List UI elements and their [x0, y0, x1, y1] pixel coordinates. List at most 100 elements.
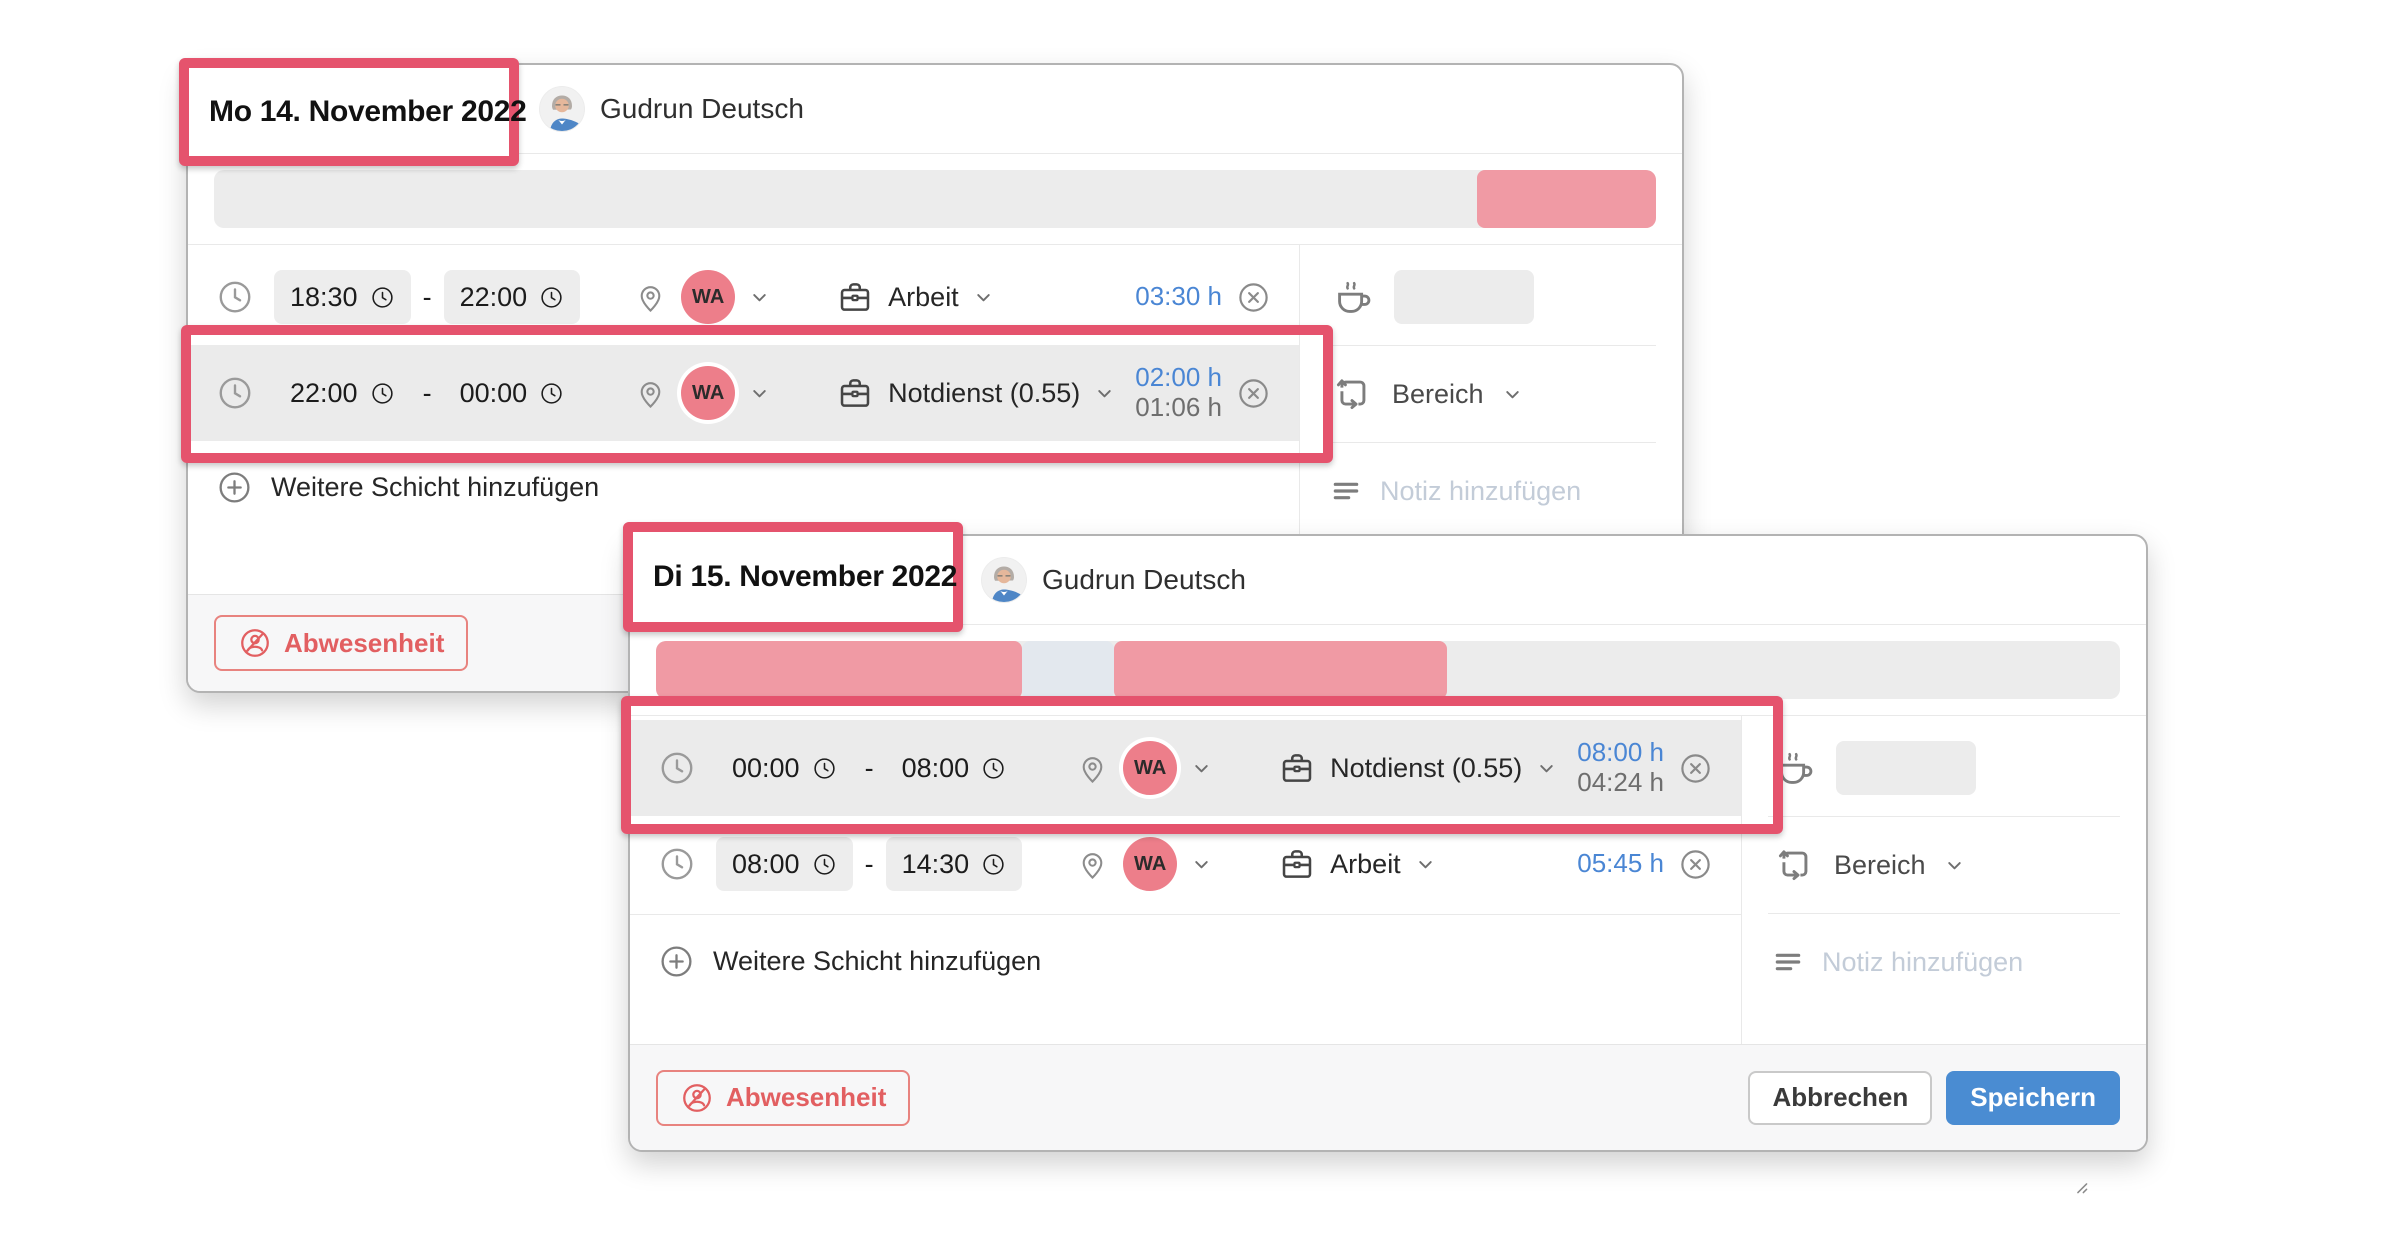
clock-icon — [813, 757, 835, 779]
employee-info: Gudrun Deutsch — [982, 558, 1246, 602]
shift-type-select[interactable]: Notdienst (0.55) — [836, 374, 1115, 412]
end-time-input[interactable]: 22:00 — [443, 270, 581, 324]
note-lines-icon — [1772, 946, 1804, 978]
clock-icon — [983, 853, 1004, 875]
add-shift-button[interactable]: Weitere Schicht hinzufügen — [630, 931, 1741, 991]
clock-icon — [216, 278, 254, 316]
shift-duration: 03:30 h — [1135, 281, 1222, 312]
chevron-down-icon — [1094, 383, 1115, 404]
dialog-header: Gudrun Deutsch — [630, 536, 2146, 625]
divider — [1768, 816, 2120, 817]
clock-icon — [658, 749, 696, 787]
add-shift-label: Weitere Schicht hinzufügen — [713, 945, 1042, 976]
absence-button[interactable]: Abwesenheit — [656, 1069, 911, 1126]
employee-name: Gudrun Deutsch — [600, 93, 804, 124]
note-input[interactable]: Notiz hinzufügen — [1300, 443, 1682, 539]
start-time-input[interactable]: 22:00 — [274, 366, 411, 420]
end-time-input[interactable]: 14:30 — [885, 837, 1023, 891]
location-pin-icon — [634, 377, 667, 410]
clock-icon — [216, 374, 254, 412]
note-placeholder: Notiz hinzufügen — [1822, 946, 2024, 977]
employee-info: Gudrun Deutsch — [540, 87, 804, 131]
remove-shift-button[interactable] — [1678, 847, 1713, 882]
shift-edit-dialog-tuesday: Gudrun Deutsch 00:00 - 08:00 WA — [621, 522, 2148, 1194]
area-select[interactable]: Bereich — [1742, 817, 2146, 913]
break-duration-input[interactable] — [1836, 741, 1976, 795]
briefcase-icon — [1278, 749, 1316, 787]
divider — [630, 715, 2146, 716]
shift-duration: 02:00 h 01:06 h — [1135, 362, 1222, 422]
end-time-value: 22:00 — [459, 281, 528, 312]
resize-handle-icon[interactable] — [2066, 1172, 2092, 1198]
add-shift-label: Weitere Schicht hinzufügen — [271, 471, 600, 502]
chevron-down-icon[interactable] — [1191, 854, 1212, 875]
briefcase-icon — [836, 278, 874, 316]
area-select[interactable]: Bereich — [1300, 346, 1682, 442]
area-label: Bereich — [1392, 378, 1484, 409]
shift-duration: 05:45 h — [1577, 848, 1664, 879]
note-input[interactable]: Notiz hinzufügen — [1742, 914, 2146, 1010]
shift-details-panel: Bereich Notiz hinzufügen — [1742, 716, 2146, 1194]
coffee-break-icon — [1330, 274, 1376, 320]
chevron-down-icon[interactable] — [1191, 758, 1212, 779]
employee-avatar — [982, 558, 1026, 602]
location-badge[interactable]: WA — [1123, 837, 1178, 891]
absence-icon — [680, 1081, 714, 1115]
divider — [1326, 345, 1656, 346]
add-shift-button[interactable]: Weitere Schicht hinzufügen — [188, 457, 1299, 517]
end-time-input[interactable]: 00:00 — [444, 366, 581, 420]
clock-icon — [813, 853, 835, 875]
start-time-input[interactable]: 00:00 — [716, 741, 853, 795]
clock-icon — [541, 382, 562, 404]
location-pin-icon — [634, 281, 667, 314]
break-duration-input[interactable] — [1394, 270, 1534, 324]
chevron-down-icon[interactable] — [749, 287, 770, 308]
clock-icon — [658, 845, 696, 883]
location-badge[interactable]: WA — [1123, 741, 1178, 795]
shift-row: 00:00 - 08:00 WA Notdienst (0.55) — [630, 720, 1741, 816]
shift-type-select[interactable]: Arbeit — [836, 278, 994, 316]
timeline-segment — [1114, 641, 1447, 699]
shift-type-select[interactable]: Arbeit — [1278, 845, 1436, 883]
start-time-input[interactable]: 18:30 — [274, 270, 411, 324]
location-pin-icon — [1076, 752, 1109, 785]
remove-shift-button[interactable] — [1236, 376, 1271, 411]
location-badge[interactable]: WA — [681, 270, 736, 324]
divider — [1326, 442, 1656, 443]
absence-button[interactable]: Abwesenheit — [214, 615, 469, 671]
absence-icon — [238, 626, 272, 660]
shift-list: 00:00 - 08:00 WA Notdienst (0.55) — [630, 716, 1742, 1058]
divider — [188, 244, 1682, 245]
location-pin-icon — [1076, 848, 1109, 881]
end-time-value: 08:00 — [901, 752, 970, 783]
start-time-value: 22:00 — [290, 377, 358, 408]
end-time-input[interactable]: 08:00 — [886, 741, 1023, 795]
clock-icon — [371, 382, 393, 404]
briefcase-icon — [1278, 845, 1316, 883]
shift-type-select[interactable]: Notdienst (0.55) — [1278, 749, 1557, 787]
area-icon — [1330, 372, 1374, 416]
cancel-button[interactable]: Abbrechen — [1748, 1070, 1933, 1125]
chevron-down-icon — [1944, 855, 1965, 876]
location-badge[interactable]: WA — [681, 366, 736, 420]
shift-edit-dialog-monday: Gudrun Deutsch 18:30 - 22:00 WA — [179, 58, 1684, 693]
shift-row: 18:30 - 22:00 WA Arbeit — [188, 249, 1299, 345]
chevron-down-icon — [1536, 758, 1557, 779]
employee-avatar — [540, 87, 584, 131]
shift-type-label: Notdienst (0.55) — [1330, 752, 1523, 783]
chevron-down-icon — [973, 287, 994, 308]
briefcase-icon — [836, 374, 874, 412]
shift-type-label: Arbeit — [1330, 848, 1401, 879]
plus-circle-icon — [658, 943, 695, 980]
shift-type-label: Notdienst (0.55) — [888, 377, 1081, 408]
note-placeholder: Notiz hinzufügen — [1380, 475, 1582, 506]
chevron-down-icon[interactable] — [749, 383, 770, 404]
save-button[interactable]: Speichern — [1946, 1070, 2120, 1125]
start-time-value: 00:00 — [732, 752, 800, 783]
clock-icon — [983, 757, 1004, 779]
remove-shift-button[interactable] — [1678, 751, 1713, 786]
start-time-input[interactable]: 08:00 — [716, 837, 853, 891]
remove-shift-button[interactable] — [1236, 280, 1271, 315]
day-timeline — [656, 641, 2120, 699]
area-icon — [1772, 843, 1816, 887]
